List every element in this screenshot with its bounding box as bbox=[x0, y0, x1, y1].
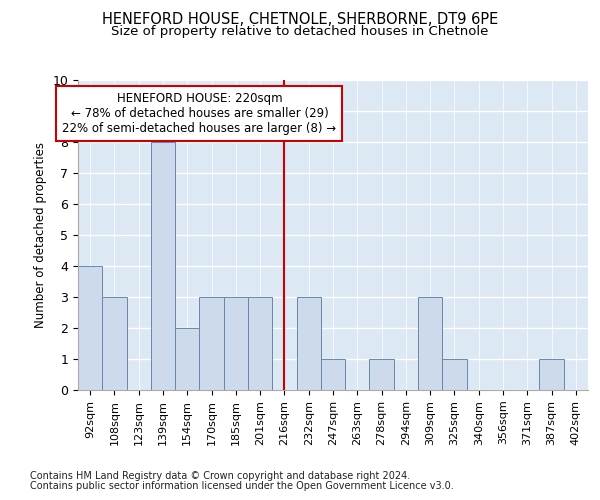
Text: Contains HM Land Registry data © Crown copyright and database right 2024.: Contains HM Land Registry data © Crown c… bbox=[30, 471, 410, 481]
Text: Size of property relative to detached houses in Chetnole: Size of property relative to detached ho… bbox=[112, 25, 488, 38]
Bar bbox=[175, 328, 199, 390]
Bar bbox=[224, 297, 248, 390]
Bar bbox=[78, 266, 102, 390]
Text: HENEFORD HOUSE: 220sqm
← 78% of detached houses are smaller (29)
22% of semi-det: HENEFORD HOUSE: 220sqm ← 78% of detached… bbox=[62, 92, 337, 136]
Y-axis label: Number of detached properties: Number of detached properties bbox=[34, 142, 47, 328]
Bar bbox=[199, 297, 224, 390]
Text: HENEFORD HOUSE, CHETNOLE, SHERBORNE, DT9 6PE: HENEFORD HOUSE, CHETNOLE, SHERBORNE, DT9… bbox=[102, 12, 498, 28]
Bar bbox=[442, 359, 467, 390]
Bar bbox=[539, 359, 564, 390]
Bar bbox=[418, 297, 442, 390]
Bar bbox=[248, 297, 272, 390]
Bar bbox=[321, 359, 345, 390]
Bar bbox=[296, 297, 321, 390]
Bar bbox=[102, 297, 127, 390]
Text: Contains public sector information licensed under the Open Government Licence v3: Contains public sector information licen… bbox=[30, 481, 454, 491]
Bar bbox=[370, 359, 394, 390]
Bar bbox=[151, 142, 175, 390]
